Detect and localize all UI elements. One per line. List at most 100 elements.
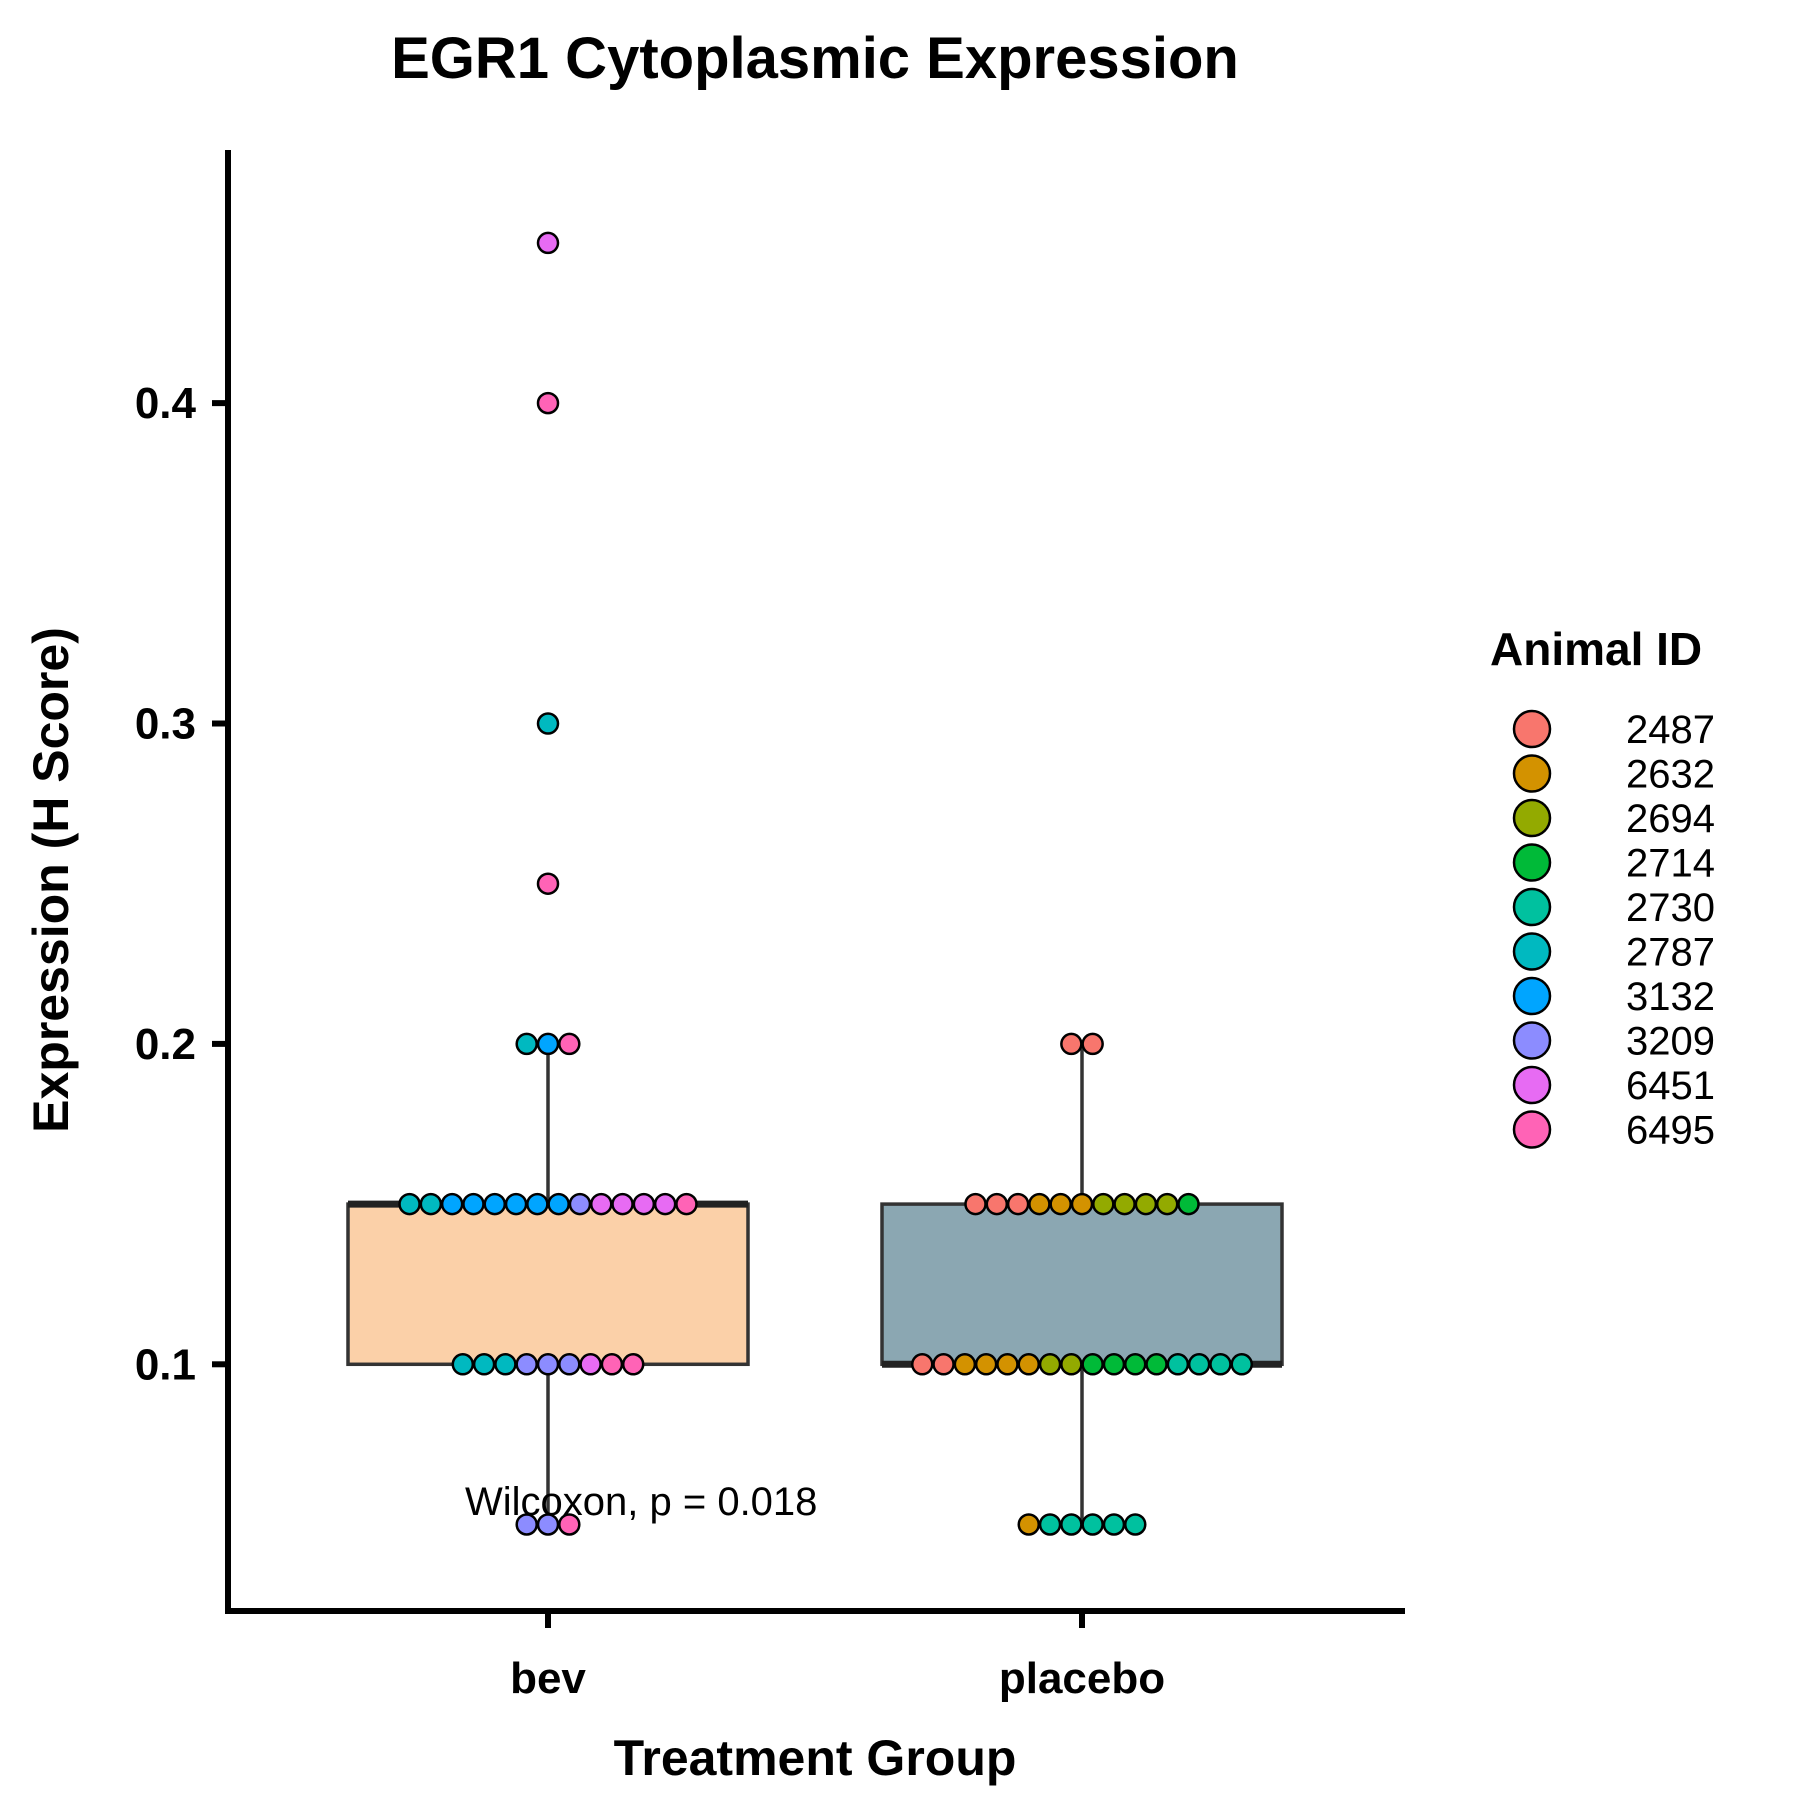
x-tick-label-placebo: placebo <box>999 1654 1165 1703</box>
data-point <box>536 391 560 415</box>
data-point <box>932 1353 955 1376</box>
data-point <box>1145 1353 1168 1376</box>
data-point <box>462 1192 485 1216</box>
y-axis-title: Expression (H Score) <box>23 627 79 1133</box>
data-point <box>953 1353 977 1376</box>
data-point <box>558 1513 581 1536</box>
data-point <box>536 872 560 895</box>
data-point <box>515 1032 538 1056</box>
data-point <box>440 1192 464 1216</box>
data-point <box>451 1353 475 1376</box>
data-point <box>515 1353 538 1376</box>
data-point <box>547 1192 570 1216</box>
data-point <box>621 1353 645 1376</box>
data-point <box>1155 1192 1179 1216</box>
data-point <box>1124 1513 1147 1536</box>
data-point <box>1102 1513 1126 1536</box>
legend-key-2787 <box>1512 932 1552 971</box>
legend-label-2487: 2487 <box>1626 708 1715 752</box>
data-point <box>600 1353 624 1376</box>
data-point <box>536 1353 560 1376</box>
data-point <box>974 1353 998 1376</box>
y-tick-label: 0.1 <box>135 1340 196 1389</box>
data-point <box>611 1192 634 1216</box>
data-point <box>558 1353 581 1376</box>
data-point <box>653 1192 677 1216</box>
data-point <box>504 1192 528 1216</box>
data-point <box>1209 1353 1232 1376</box>
y-tick-label: 0.4 <box>135 379 197 428</box>
data-point <box>536 712 560 735</box>
data-point <box>1134 1192 1158 1216</box>
legend-label-2787: 2787 <box>1626 931 1715 975</box>
data-point <box>632 1192 656 1216</box>
legend-key-2632 <box>1512 754 1552 793</box>
data-point <box>536 231 560 255</box>
data-point <box>1187 1353 1211 1376</box>
data-point <box>579 1353 602 1376</box>
wilcoxon-annotation: Wilcoxon, p = 0.018 <box>465 1480 817 1524</box>
data-point <box>558 1032 581 1056</box>
y-tick-label: 0.2 <box>135 1020 196 1069</box>
chart-title: EGR1 Cytoplasmic Expression <box>391 26 1239 91</box>
data-point <box>1006 1192 1030 1216</box>
data-point <box>1102 1353 1126 1376</box>
legend-key-2694 <box>1512 798 1552 838</box>
legend-label-2714: 2714 <box>1626 842 1715 886</box>
data-point <box>1230 1353 1253 1376</box>
box-bev <box>346 1202 750 1367</box>
legend-key-2714 <box>1512 843 1552 882</box>
y-tick-label: 0.3 <box>135 700 196 749</box>
legend-key-2487 <box>1512 709 1552 749</box>
data-point <box>1092 1192 1115 1216</box>
data-point <box>1060 1032 1083 1056</box>
data-point <box>536 1032 560 1056</box>
data-point <box>483 1192 506 1216</box>
data-point <box>536 1513 560 1536</box>
data-point <box>590 1192 613 1216</box>
legend-label-2730: 2730 <box>1626 886 1715 930</box>
data-point <box>1113 1192 1136 1216</box>
data-point <box>1017 1513 1040 1536</box>
data-point <box>1060 1353 1083 1376</box>
data-point <box>1166 1353 1190 1376</box>
y-axis-ticks: 0.1 0.2 0.3 0.4 <box>135 379 228 1389</box>
legend-key-3209 <box>1512 1021 1552 1060</box>
data-point <box>1038 1353 1062 1376</box>
box-placebo <box>880 1202 1284 1367</box>
data-point <box>515 1513 538 1536</box>
data-point <box>472 1353 496 1376</box>
legend-label-3132: 3132 <box>1626 975 1715 1019</box>
legend-label-3209: 3209 <box>1626 1020 1715 1064</box>
data-point <box>1124 1353 1147 1376</box>
boxes-layer <box>346 1043 1284 1525</box>
data-point <box>1060 1513 1083 1536</box>
data-point <box>964 1192 987 1216</box>
data-point <box>568 1192 592 1216</box>
legend-label-6451: 6451 <box>1626 1064 1715 1108</box>
data-point <box>1081 1032 1104 1056</box>
data-point <box>911 1353 934 1376</box>
data-point <box>494 1353 517 1376</box>
legend-key-3132 <box>1512 976 1552 1016</box>
legend-key-2730 <box>1512 887 1552 927</box>
data-point <box>1049 1192 1072 1216</box>
points-layer <box>398 231 1253 1536</box>
data-point <box>1177 1192 1200 1216</box>
data-point <box>1081 1513 1104 1536</box>
x-tick-label-bev: bev <box>510 1654 586 1703</box>
legend-label-2632: 2632 <box>1626 753 1715 797</box>
data-point <box>1081 1353 1104 1376</box>
data-point <box>985 1192 1009 1216</box>
x-axis-ticks: bev placebo <box>510 1611 1165 1703</box>
data-point <box>1070 1192 1094 1216</box>
legend-title: Animal ID <box>1490 623 1702 675</box>
legend: Animal ID 248726322694271427302787313232… <box>1490 623 1715 1153</box>
data-point <box>398 1192 421 1216</box>
legend-label-2694: 2694 <box>1626 797 1715 841</box>
legend-key-6451 <box>1512 1065 1552 1105</box>
data-point <box>526 1192 549 1216</box>
legend-key-6495 <box>1512 1110 1552 1149</box>
data-point <box>419 1192 443 1216</box>
